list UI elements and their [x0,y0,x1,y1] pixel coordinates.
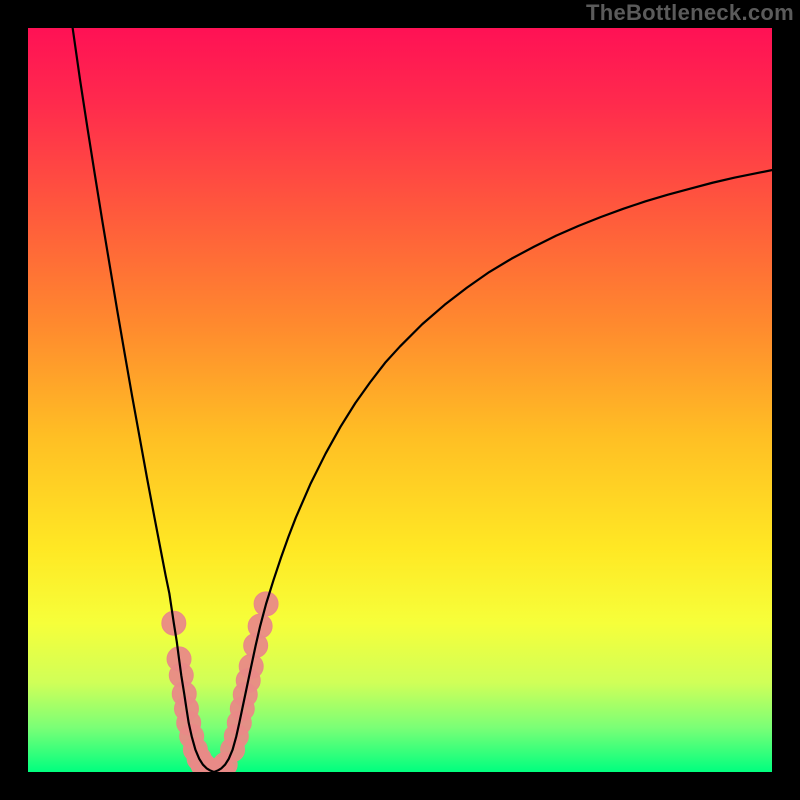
chart-svg [0,0,800,800]
chart-stage: TheBottleneck.com [0,0,800,800]
gradient-rect [28,28,772,772]
watermark-text: TheBottleneck.com [586,0,794,26]
